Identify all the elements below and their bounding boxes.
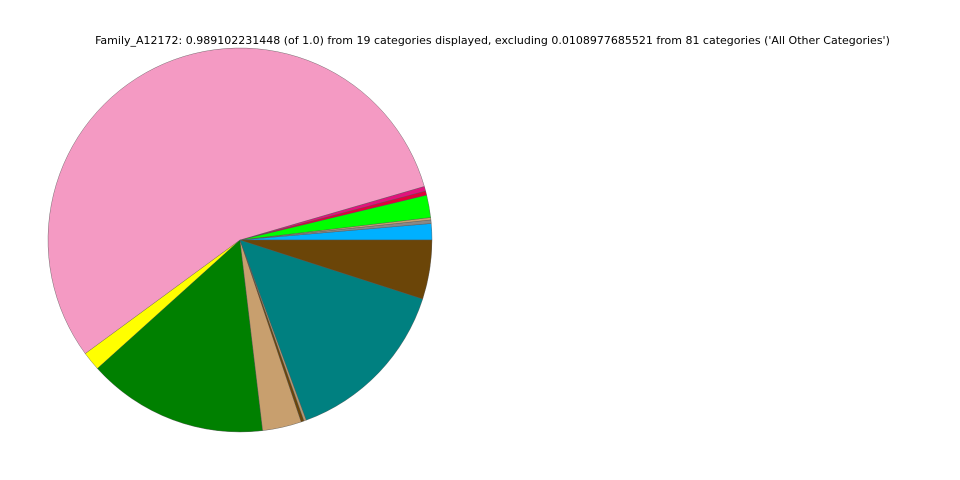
pie-slice-14 (239, 239, 433, 300)
pie-slice-7 (47, 47, 425, 354)
pie-slice-13 (239, 239, 423, 421)
chart-title: Family_A12172: 0.989102231448 (of 1.0) f… (95, 34, 890, 47)
pie-slices (47, 47, 433, 433)
pie-slice-9 (97, 239, 263, 433)
